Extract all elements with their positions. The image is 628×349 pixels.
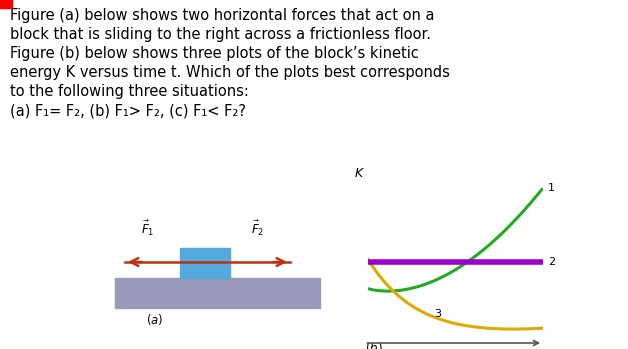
Text: $\vec{F}_1$: $\vec{F}_1$ <box>141 219 154 238</box>
Text: Figure (b) below shows three plots of the block’s kinetic: Figure (b) below shows three plots of th… <box>10 46 419 61</box>
Text: $(a)$: $(a)$ <box>146 312 164 327</box>
Bar <box>180 248 230 278</box>
Text: 1: 1 <box>548 183 555 193</box>
Text: $(b)$: $(b)$ <box>365 340 382 349</box>
Text: to the following three situations:: to the following three situations: <box>10 84 249 99</box>
Text: Figure (a) below shows two horizontal forces that act on a: Figure (a) below shows two horizontal fo… <box>10 8 435 23</box>
Text: 3: 3 <box>435 309 441 319</box>
Bar <box>0 0 12 8</box>
Text: (a) F₁= F₂, (b) F₁> F₂, (c) F₁< F₂?: (a) F₁= F₂, (b) F₁> F₂, (c) F₁< F₂? <box>10 103 246 118</box>
Bar <box>115 278 320 308</box>
Text: energy K versus time t. Which of the plots best corresponds: energy K versus time t. Which of the plo… <box>10 65 450 80</box>
Text: block that is sliding to the right across a frictionless floor.: block that is sliding to the right acros… <box>10 27 431 42</box>
Text: $K$: $K$ <box>354 167 365 180</box>
Text: 2: 2 <box>548 258 555 267</box>
Text: $\vec{F}_2$: $\vec{F}_2$ <box>251 219 264 238</box>
